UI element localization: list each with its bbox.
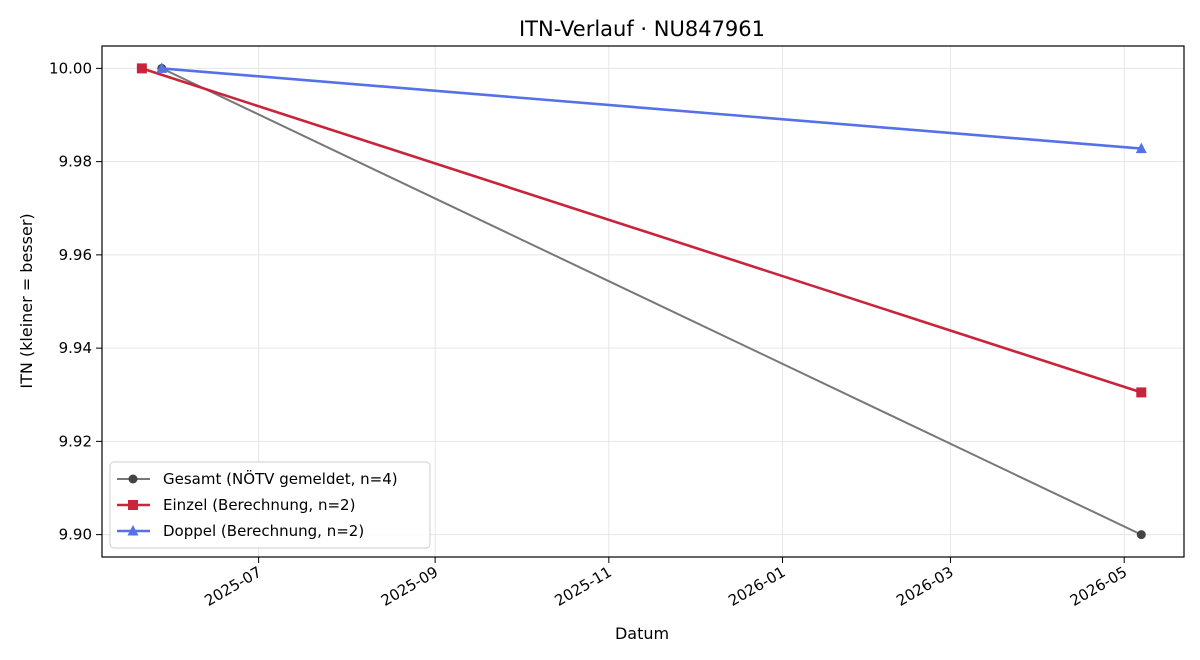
y-tick-label: 9.90 — [59, 526, 92, 544]
y-tick-label: 9.92 — [59, 432, 92, 450]
series-line-gesamt — [161, 67, 1142, 536]
legend-box — [109, 461, 431, 549]
y-tick-label: 9.98 — [59, 153, 92, 171]
data-point-gesamt — [1136, 530, 1146, 540]
series-layer — [136, 62, 1147, 540]
series-line-doppel — [161, 67, 1142, 150]
data-point-doppel — [1135, 142, 1147, 154]
legend-marker-gesamt — [128, 474, 138, 484]
legend-label-gesamt: Gesamt (NÖTV gemeldet, n=4) — [163, 469, 398, 488]
y-axis-ticks: 9.90 9.92 9.94 9.96 9.98 10.00 — [49, 59, 102, 544]
series-doppel — [156, 62, 1147, 154]
data-point-einzel — [136, 63, 147, 74]
y-axis-label: ITN (kleiner = besser) — [17, 213, 36, 388]
plot-frame — [101, 45, 1185, 558]
legend-label-doppel: Doppel (Berechnung, n=2) — [163, 522, 364, 540]
data-point-doppel — [156, 62, 168, 73]
y-tick-label: 9.96 — [59, 246, 92, 264]
legend-marker-doppel — [127, 525, 139, 536]
chart-title: ITN-Verlauf · NU847961 — [519, 17, 765, 41]
y-tick-label: 9.94 — [59, 339, 92, 357]
data-point-einzel — [1136, 387, 1147, 398]
series-einzel — [136, 63, 1147, 398]
x-axis-label: Datum — [615, 624, 669, 643]
legend: Gesamt (NÖTV gemeldet, n=4) Einzel (Berec… — [109, 461, 431, 549]
legend-label-einzel: Einzel (Berechnung, n=2) — [163, 496, 355, 514]
series-line-einzel — [141, 67, 1142, 394]
y-tick-label: 10.00 — [49, 59, 92, 77]
legend-marker-einzel — [128, 500, 138, 510]
